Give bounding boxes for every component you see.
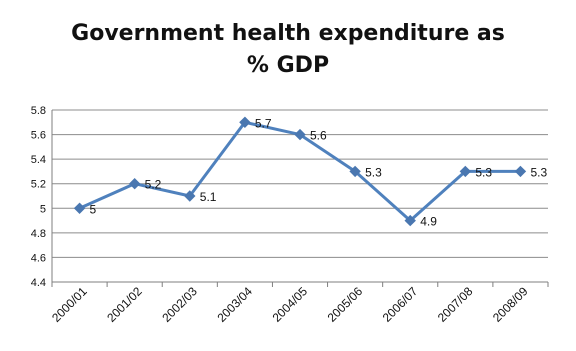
data-point-marker bbox=[349, 165, 361, 178]
y-tick-label: 5.8 bbox=[31, 105, 46, 117]
chart-title-line-2: % GDP bbox=[246, 53, 330, 78]
y-tick-label: 5.4 bbox=[31, 154, 46, 166]
data-point-marker bbox=[73, 202, 86, 214]
x-tick-label: 2004/05 bbox=[270, 284, 311, 325]
data-point-marker bbox=[459, 165, 472, 178]
y-tick-label: 5.6 bbox=[31, 130, 46, 142]
markers bbox=[73, 116, 527, 227]
x-tick-label: 2005/06 bbox=[325, 284, 366, 325]
y-tick-label: 4.8 bbox=[31, 228, 46, 240]
data-point-marker bbox=[128, 178, 141, 190]
data-point-marker bbox=[294, 128, 306, 141]
x-tick-label: 2006/07 bbox=[380, 284, 421, 325]
x-tick-label: 2002/03 bbox=[159, 284, 200, 325]
data-label: 5 bbox=[90, 202, 97, 216]
y-tick-label: 5.2 bbox=[31, 179, 46, 191]
data-point-marker bbox=[239, 116, 251, 128]
data-label: 4.9 bbox=[420, 215, 437, 229]
chart-title-line-1: Government health expenditure as bbox=[71, 21, 505, 46]
x-tick-label: 2000/01 bbox=[49, 284, 90, 325]
data-label: 5.6 bbox=[310, 129, 327, 143]
y-tick-label: 4.6 bbox=[31, 252, 46, 264]
data-label: 5.3 bbox=[530, 165, 547, 179]
y-tick-label: 5 bbox=[40, 203, 46, 215]
data-label: 5.3 bbox=[475, 165, 492, 179]
data-point-marker bbox=[404, 214, 416, 227]
x-tick-label: 2008/09 bbox=[490, 284, 531, 325]
data-label: 5.7 bbox=[255, 116, 272, 130]
chart-title: Government health expenditure as % GDP bbox=[0, 18, 576, 82]
data-point-marker bbox=[184, 190, 196, 202]
data-labels: 5 5.2 5.1 5.7 5.6 5.3 4.9 5.3 5.3 bbox=[90, 116, 548, 228]
axes: 4.4 4.6 4.8 5 5.2 5.4 5.6 5.8 2000/01 2001/02 2002… bbox=[31, 105, 549, 325]
data-point-marker bbox=[514, 165, 527, 178]
y-tick-label: 4.4 bbox=[31, 277, 46, 289]
data-label: 5.3 bbox=[365, 165, 382, 179]
x-tick-label: 2001/02 bbox=[104, 284, 145, 325]
data-label: 5.2 bbox=[145, 178, 162, 192]
data-label: 5.1 bbox=[200, 190, 217, 204]
x-tick-label: 2003/04 bbox=[214, 284, 255, 325]
x-tick-label: 2007/08 bbox=[435, 284, 476, 325]
